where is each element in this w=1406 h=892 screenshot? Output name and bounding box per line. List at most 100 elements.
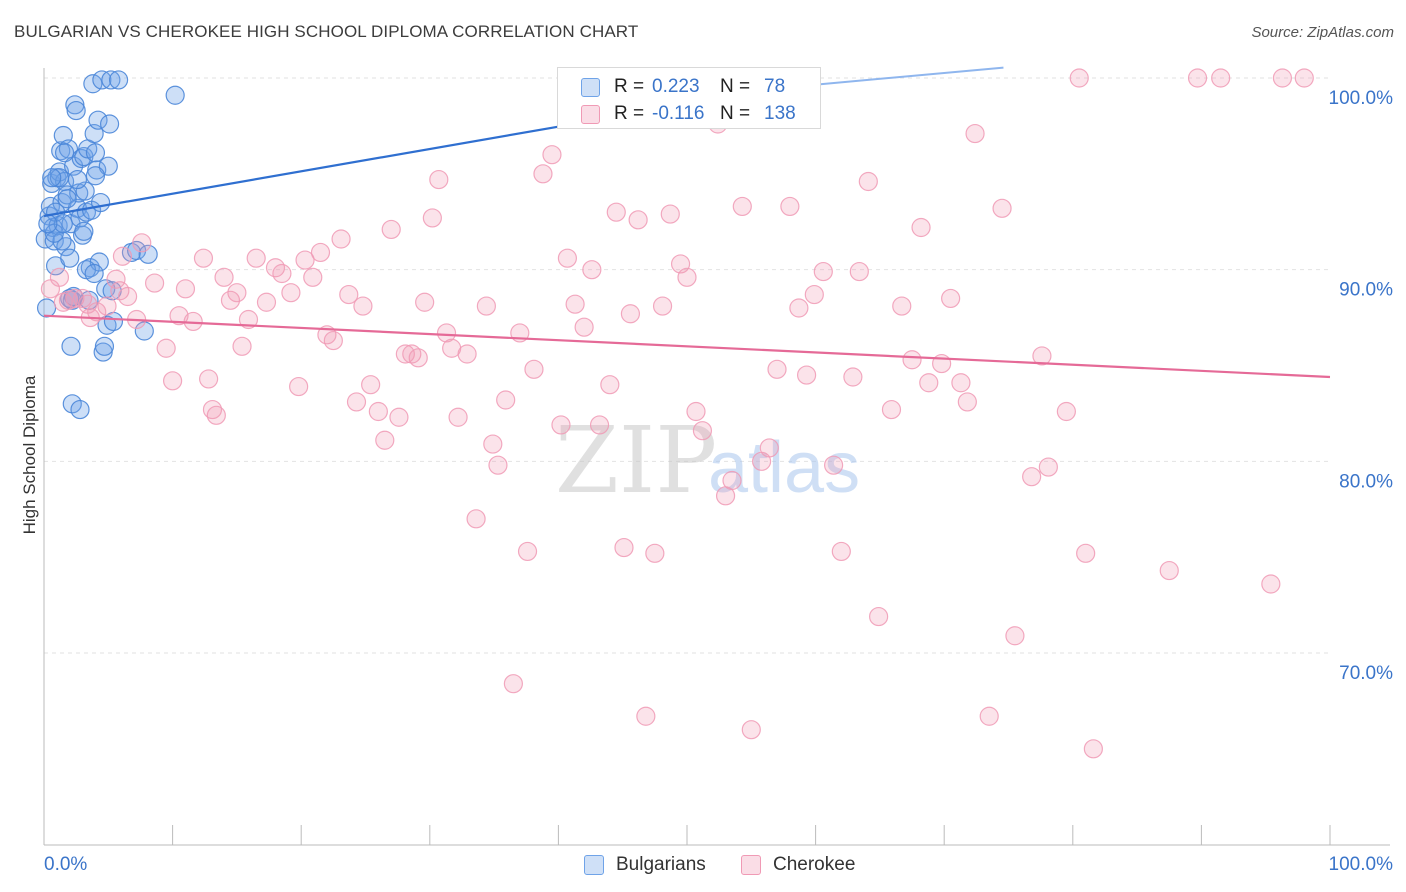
point-cherokee <box>1032 346 1052 366</box>
axes <box>43 68 1390 846</box>
point-cherokee <box>110 281 130 301</box>
point-cherokee <box>741 720 761 740</box>
point-bulgarians <box>54 143 75 163</box>
point-cherokee <box>323 330 343 351</box>
point-bulgarians <box>98 156 118 176</box>
point-cherokee <box>843 367 863 387</box>
point-cherokee <box>911 217 931 238</box>
legend-swatch-cherokee <box>741 855 761 875</box>
point-bulgarians <box>38 214 58 234</box>
y-tick-label: 70.0% <box>1339 663 1393 684</box>
point-cherokee <box>281 283 301 303</box>
point-cherokee <box>272 263 292 284</box>
point-cherokee <box>49 267 70 287</box>
point-cherokee <box>1022 467 1042 487</box>
point-bulgarians <box>94 336 115 356</box>
watermark: ZIP atlas <box>555 407 860 514</box>
point-cherokee <box>106 269 126 289</box>
legend-row-bulgarians: R = 0.223 N = 78 <box>558 75 785 99</box>
point-cherokee <box>542 145 562 165</box>
point-bulgarians <box>165 85 185 105</box>
point-bulgarians <box>61 336 81 356</box>
point-cherokee <box>620 304 641 324</box>
r-value: -0.116 <box>652 103 705 124</box>
y-tick-label: 100.0% <box>1329 88 1394 109</box>
point-bulgarians <box>101 70 121 90</box>
point-cherokee <box>206 405 226 425</box>
point-bulgarians <box>67 169 88 190</box>
point-cherokee <box>415 292 435 312</box>
source-label: Source: ZipAtlas.com <box>1251 24 1394 41</box>
point-bulgarians <box>87 160 107 180</box>
watermark-zip: ZIP <box>555 407 717 514</box>
point-bulgarians <box>85 143 106 163</box>
point-cherokee <box>686 401 706 422</box>
grid-lines <box>44 77 1330 654</box>
series-bulgarians-points <box>35 70 185 420</box>
point-cherokee <box>156 338 176 358</box>
point-bulgarians <box>36 298 57 318</box>
point-cherokee <box>732 196 752 217</box>
trend-line-cherokee <box>43 314 1331 379</box>
y-axis-label: High School Diploma <box>20 375 39 535</box>
n-value: 78 <box>764 76 786 97</box>
point-cherokee <box>557 248 578 268</box>
point-bulgarians <box>90 192 111 213</box>
point-cherokee <box>804 284 824 305</box>
point-cherokee <box>193 248 214 268</box>
point-bulgarians <box>75 181 95 201</box>
legend-swatch-bulgarians <box>581 77 600 97</box>
point-cherokee <box>78 294 98 314</box>
point-cherokee <box>1083 739 1103 759</box>
point-bulgarians <box>93 342 113 362</box>
point-cherokee <box>199 369 219 389</box>
point-bulgarians <box>62 394 82 414</box>
point-bulgarians <box>42 168 62 188</box>
point-cherokee <box>692 421 713 441</box>
y-tick-label: 80.0% <box>1339 471 1393 492</box>
series-cherokee-points <box>40 68 1314 759</box>
point-bulgarians <box>57 189 77 209</box>
point-cherokee <box>457 344 477 364</box>
point-cherokee <box>892 296 912 316</box>
legend-item-bulgarians[interactable]: Bulgarians <box>584 852 706 878</box>
point-cherokee <box>389 407 409 427</box>
legend-item-cherokee[interactable]: Cherokee <box>741 852 855 878</box>
point-cherokee <box>310 242 331 263</box>
point-bulgarians <box>66 100 86 121</box>
point-cherokee <box>957 392 977 412</box>
point-cherokee <box>869 606 889 627</box>
watermark-atlas: atlas <box>708 428 860 508</box>
point-bulgarians <box>138 244 158 264</box>
point-cherokee <box>503 674 523 694</box>
point-cherokee <box>902 350 922 370</box>
point-cherokee <box>1211 68 1231 88</box>
point-cherokee <box>220 290 241 310</box>
point-cherokee <box>1159 560 1179 581</box>
n-value: 138 <box>764 103 796 124</box>
point-cherokee <box>132 233 152 253</box>
point-cherokee <box>796 365 817 385</box>
point-cherokee <box>303 267 323 287</box>
point-cherokee <box>965 123 985 144</box>
point-cherokee <box>436 323 457 343</box>
point-cherokee <box>574 317 594 337</box>
point-cherokee <box>368 401 388 422</box>
point-cherokee <box>144 273 165 293</box>
point-bulgarians <box>52 231 72 251</box>
r-value: 0.223 <box>652 76 700 97</box>
point-cherokee <box>831 541 851 562</box>
point-cherokee <box>375 430 395 450</box>
point-cherokee <box>58 290 79 310</box>
point-cherokee <box>1076 543 1096 563</box>
point-cherokee <box>295 250 315 270</box>
point-cherokee <box>289 376 309 397</box>
point-bulgarians <box>84 263 104 284</box>
point-cherokee <box>606 202 626 222</box>
point-cherokee <box>1056 401 1076 422</box>
point-cherokee <box>361 375 381 395</box>
point-cherokee <box>1261 574 1281 594</box>
correlation-legend: R = 0.223 N = 78 R = -0.116 N = 138 <box>557 67 821 129</box>
legend-row-cherokee: R = -0.116 N = 138 <box>558 102 796 126</box>
